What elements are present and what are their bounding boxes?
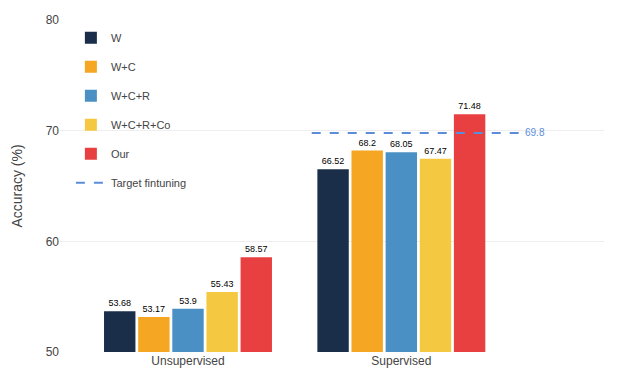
- svg-text:Unsupervised: Unsupervised: [151, 354, 224, 368]
- svg-text:80: 80: [46, 13, 60, 27]
- svg-text:70: 70: [46, 124, 60, 138]
- svg-text:W+C: W+C: [111, 61, 136, 73]
- svg-text:Target fintuning: Target fintuning: [111, 177, 186, 189]
- svg-text:53.68: 53.68: [108, 298, 131, 308]
- svg-text:Accuracy (%): Accuracy (%): [9, 144, 25, 227]
- svg-text:Our: Our: [111, 148, 130, 160]
- svg-text:66.52: 66.52: [322, 156, 345, 166]
- svg-text:W+C+R+Co: W+C+R+Co: [111, 119, 171, 131]
- svg-text:53.9: 53.9: [179, 296, 197, 306]
- svg-text:50: 50: [46, 345, 60, 359]
- svg-text:W: W: [111, 32, 122, 44]
- svg-text:Supervised: Supervised: [371, 354, 431, 368]
- svg-text:69.8: 69.8: [525, 127, 545, 138]
- svg-text:68.05: 68.05: [390, 139, 413, 149]
- svg-text:60: 60: [46, 235, 60, 249]
- svg-text:67.47: 67.47: [424, 146, 447, 156]
- svg-text:71.48: 71.48: [458, 101, 481, 111]
- svg-text:53.17: 53.17: [143, 304, 166, 314]
- svg-text:55.43: 55.43: [211, 279, 234, 289]
- svg-text:58.57: 58.57: [245, 244, 268, 254]
- svg-text:W+C+R: W+C+R: [111, 90, 150, 102]
- svg-text:68.2: 68.2: [358, 138, 376, 148]
